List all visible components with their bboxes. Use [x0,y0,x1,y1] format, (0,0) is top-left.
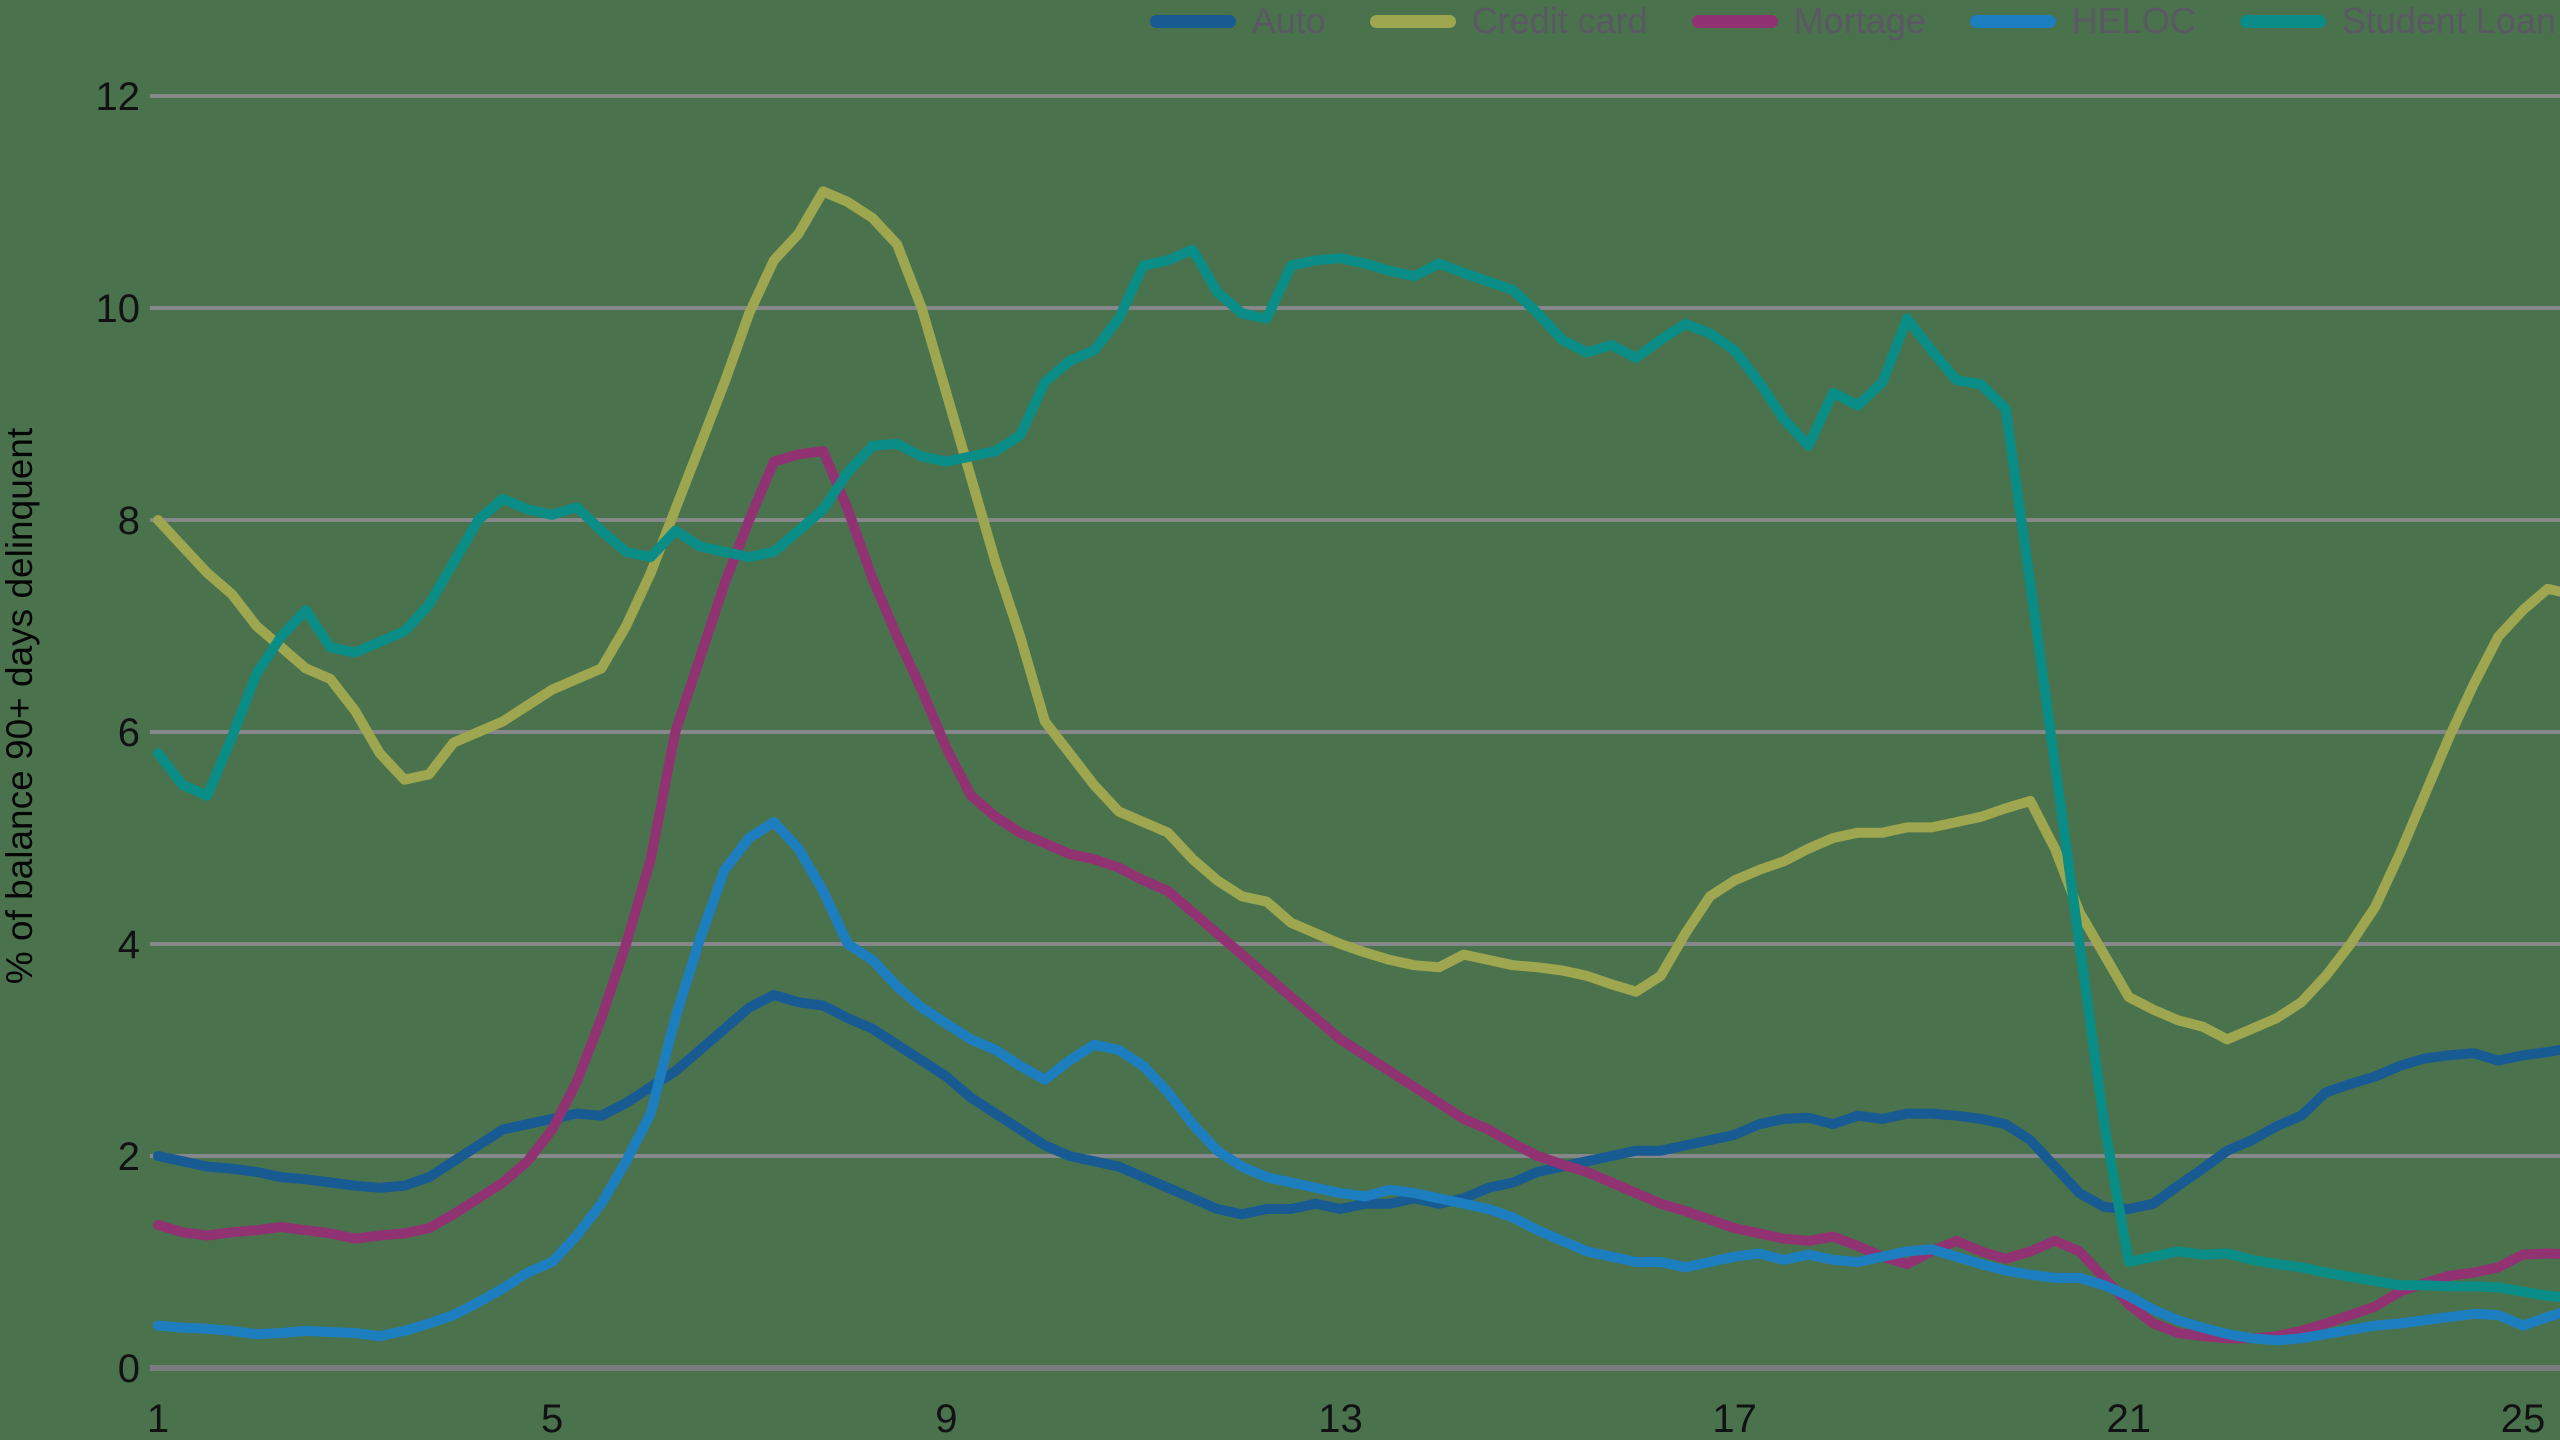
legend-swatch-icon [1149,14,1236,28]
series-line-student-loan [153,244,2560,1302]
series-lines [153,186,2560,1346]
legend-item-student-loan: Student Loan [2239,0,2556,42]
legend-item-heloc: HELOC [1969,0,2196,42]
x-tick-label-1: 1 [147,1397,169,1440]
legend-swatch-icon [2239,14,2326,28]
y-tick-label-8: 8 [118,499,140,543]
legend-label: HELOC [2071,0,2196,41]
y-axis-title: % of balance 90+ days delinquent [0,427,40,984]
y-tick-label-6: 6 [118,711,140,755]
y-tick-label-4: 4 [118,923,140,967]
series-line-mortage [153,446,2560,1344]
x-axis-tick-labels: 1 5 9 13 17 21 25 [147,1397,2545,1440]
x-tick-label-9: 9 [935,1397,957,1440]
series-line-credit-card [153,186,2560,1045]
series-line-heloc [153,817,2560,1346]
y-tick-label-12: 12 [96,75,141,119]
y-axis-tick-labels: 0 2 4 6 8 10 12 [96,75,141,1391]
legend-item-auto: Auto [1149,0,1326,42]
legend-label: Student Loan [2341,0,2556,41]
y-tick-label-10: 10 [96,287,141,331]
gridlines [150,94,2560,1371]
x-tick-label-21: 21 [2107,1397,2152,1440]
x-tick-label-13: 13 [1318,1397,1363,1440]
legend-label: Auto [1251,0,1326,41]
x-tick-label-5: 5 [541,1397,563,1440]
chart-legend: Auto Credit card Mortage HELOC Student Loan [1149,0,2556,42]
x-tick-label-17: 17 [1712,1397,1757,1440]
y-tick-label-0: 0 [118,1347,140,1391]
legend-swatch-icon [1969,14,2056,28]
legend-item-credit-card: Credit card [1369,0,1648,42]
x-tick-label-25: 25 [2501,1397,2546,1440]
legend-label: Mortage [1793,0,1926,41]
y-tick-label-2: 2 [118,1135,140,1179]
legend-label: Credit card [1471,0,1648,41]
legend-item-mortage: Mortage [1691,0,1926,42]
legend-swatch-icon [1691,14,1778,28]
legend-swatch-icon [1369,14,1456,28]
